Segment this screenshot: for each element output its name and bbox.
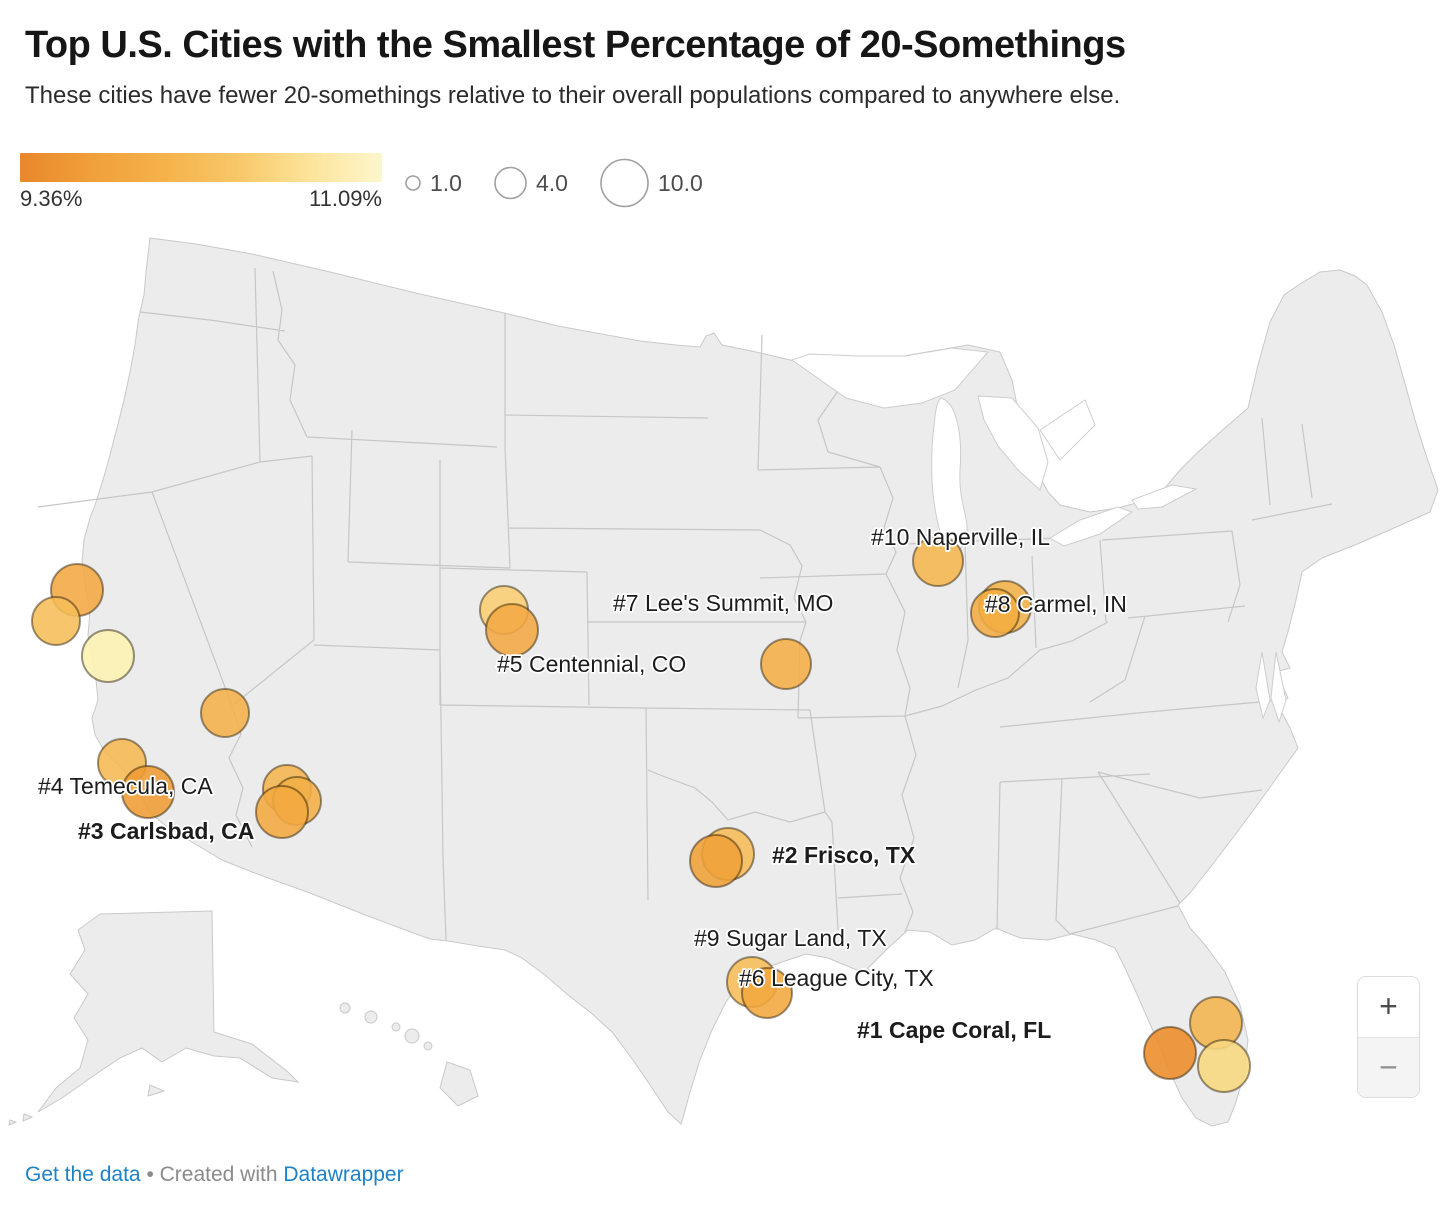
size-legend-value: 10.0 [658, 170, 703, 196]
map-zoom-control: + − [1357, 976, 1420, 1098]
city-point[interactable] [81, 629, 135, 683]
city-point[interactable] [121, 765, 175, 819]
lake-erie [1049, 506, 1134, 547]
city-label: #2 Frisco, TX [772, 842, 916, 868]
lake-superior [790, 347, 990, 409]
city-point[interactable] [485, 603, 539, 657]
footer-separator: • [146, 1163, 154, 1186]
city-point[interactable] [970, 588, 1020, 638]
city-label: #5 Centennial, CO [497, 651, 686, 677]
city-point[interactable] [689, 834, 743, 888]
city-point[interactable] [200, 688, 250, 738]
footer-credit-text: Created with [159, 1163, 278, 1186]
city-labels-layer: #10 Naperville, IL #7 Lee's Summit, MO #8 … [36, 522, 1128, 1045]
footer: Get the data • Created with Datawrapper [25, 1163, 404, 1187]
size-legend-circle [405, 175, 421, 191]
city-label: #8 Carmel, IN [985, 591, 1127, 617]
size-legend-circle [600, 158, 649, 208]
color-gradient-bar [20, 153, 382, 182]
city-point[interactable] [31, 596, 81, 646]
gradient-max-label: 11.09% [309, 186, 382, 211]
zoom-out-button[interactable]: − [1358, 1037, 1419, 1097]
chesapeake-bay [1255, 651, 1287, 724]
city-point[interactable] [912, 535, 964, 587]
page-subtitle: These cities have fewer 20-somethings re… [25, 81, 1121, 109]
city-label: #9 Sugar Land, TX [694, 925, 887, 951]
size-legend-value: 1.0 [430, 170, 462, 196]
lake-ontario [1131, 484, 1198, 510]
size-legend: 1.0 4.0 10.0 [405, 158, 703, 208]
city-points-layer [31, 535, 1251, 1093]
city-point[interactable] [741, 967, 793, 1019]
city-label: #7 Lee's Summit, MO [613, 590, 833, 616]
city-point[interactable] [1143, 1026, 1197, 1080]
city-point[interactable] [255, 785, 309, 839]
city-label: #1 Cape Coral, FL [857, 1017, 1051, 1043]
page-title: Top U.S. Cities with the Smallest Percen… [25, 24, 1126, 66]
city-label: #3 Carlsbad, CA [78, 818, 254, 844]
city-label: #4 Temecula, CA [38, 773, 213, 799]
color-legend: 9.36% 11.09% [20, 153, 382, 212]
lake-huron [977, 395, 1096, 491]
city-point[interactable] [760, 638, 812, 690]
hawaii [339, 1002, 479, 1107]
get-the-data-link[interactable]: Get the data [25, 1163, 141, 1186]
size-legend-circle [494, 166, 527, 200]
size-legend-value: 4.0 [536, 170, 568, 196]
gradient-min-label: 9.36% [20, 186, 83, 211]
city-point[interactable] [1197, 1039, 1251, 1093]
zoom-in-button[interactable]: + [1358, 977, 1419, 1038]
aleutian-islands [8, 1084, 166, 1126]
city-label: #6 League City, TX [739, 965, 934, 991]
header: Top U.S. Cities with the Smallest Percen… [25, 24, 1415, 110]
city-label: #10 Naperville, IL [871, 524, 1050, 550]
alaska [37, 910, 300, 1113]
datawrapper-link[interactable]: Datawrapper [283, 1163, 404, 1186]
state-borders [37, 267, 1333, 941]
